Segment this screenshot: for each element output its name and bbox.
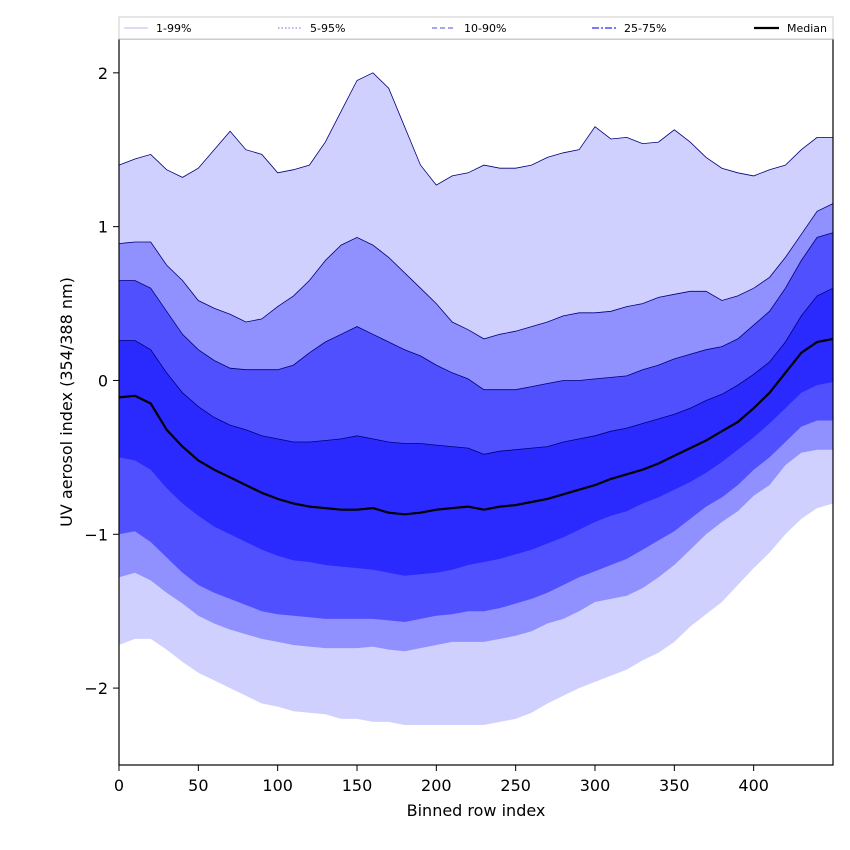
x-axis: 0 50 100 150 200 250 300 350 400 xyxy=(114,765,769,795)
x-tick-label: 0 xyxy=(114,776,124,795)
x-tick-label: 150 xyxy=(342,776,373,795)
legend-label-4: 25-75% xyxy=(624,22,666,35)
x-tick-label: 350 xyxy=(659,776,690,795)
x-tick-label: 400 xyxy=(738,776,769,795)
legend-label-1: 1-99% xyxy=(156,22,191,35)
legend-label-2: 5-95% xyxy=(310,22,345,35)
y-tick-label: 0 xyxy=(98,371,108,390)
x-tick-label: 50 xyxy=(188,776,208,795)
x-tick-label: 200 xyxy=(421,776,452,795)
x-tick-label: 250 xyxy=(500,776,531,795)
x-tick-label: 100 xyxy=(262,776,293,795)
band-4-upper-edge xyxy=(119,287,834,455)
y-tick-label: 2 xyxy=(98,64,108,83)
median-layer xyxy=(118,337,834,516)
y-axis-label: UV aerosol index (354/388 nm) xyxy=(57,277,76,527)
x-axis-label: Binned row index xyxy=(407,801,546,820)
y-tick-label: 1 xyxy=(98,218,108,237)
median-line xyxy=(118,337,834,516)
band-2-upper-edge xyxy=(118,203,834,340)
band-3-upper-edge xyxy=(119,232,834,391)
legend-label-median: Median xyxy=(787,22,827,35)
y-tick-label: −1 xyxy=(84,525,108,544)
y-axis: −2 −1 0 1 2 xyxy=(84,64,119,698)
legend: 1-99% 5-95% 10-90% 25-75% Median xyxy=(118,16,834,40)
legend-box xyxy=(118,16,834,40)
band-1-upper-edge xyxy=(118,72,833,186)
y-tick-label: −2 xyxy=(84,679,108,698)
percentile-bands xyxy=(118,72,834,726)
x-tick-label: 300 xyxy=(580,776,611,795)
legend-label-3: 10-90% xyxy=(464,22,506,35)
